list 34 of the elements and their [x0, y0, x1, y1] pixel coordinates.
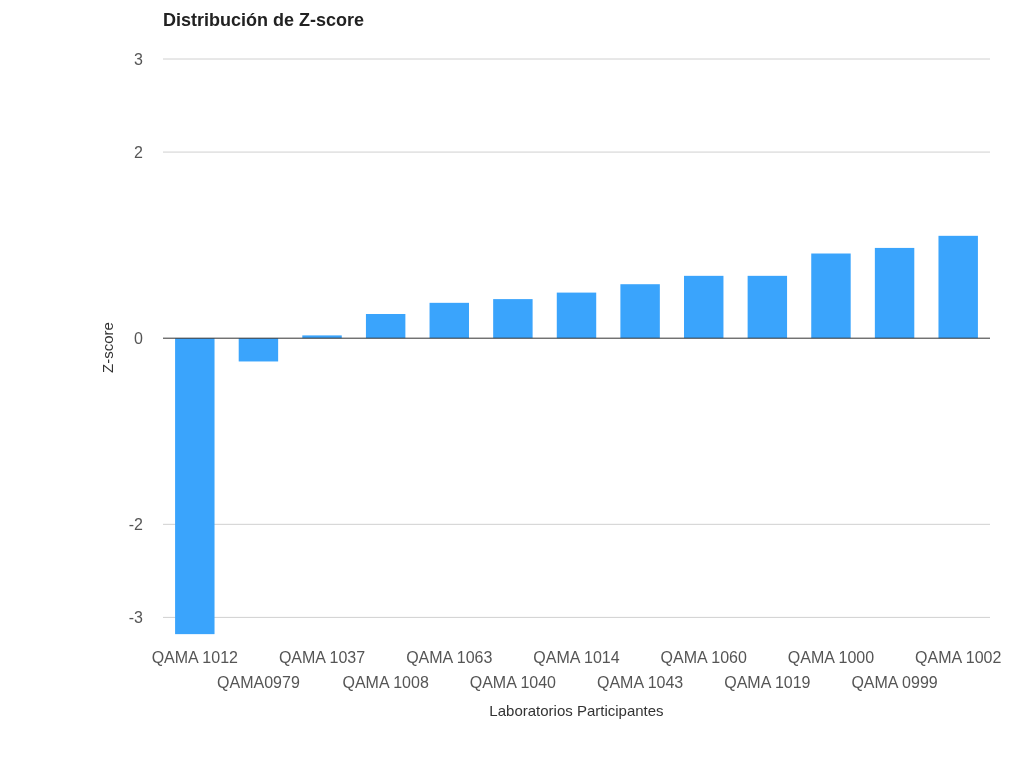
bar [365, 314, 406, 339]
x-tick-label: QAMA 1037 [278, 649, 366, 666]
x-tick-label: QAMA 1002 [915, 649, 1002, 666]
x-tick-label: QAMA 1019 [724, 674, 811, 691]
y-tick-label: 2 [134, 143, 144, 161]
bar [874, 247, 915, 339]
y-tick-label: 0 [134, 329, 144, 347]
x-tick-label: QAMA 1000 [787, 649, 875, 666]
chart-title: Distribución de Z-score [163, 10, 365, 30]
x-tick-label: QAMA 1040 [469, 674, 557, 691]
bar [938, 235, 978, 339]
bar [238, 338, 279, 362]
x-axis-title: Laboratorios Participantes [489, 702, 664, 719]
y-axis-title: Z-score [99, 322, 116, 373]
x-tick-label: QAMA 1012 [151, 649, 239, 666]
x-tick-label: QAMA0979 [217, 674, 300, 691]
x-tick-label: QAMA 1060 [660, 649, 747, 666]
bar [556, 292, 597, 339]
bar [175, 338, 215, 635]
bar [811, 253, 851, 339]
y-tick-label: -2 [128, 515, 144, 533]
x-tick-label: QAMA 1043 [596, 674, 684, 691]
x-tick-label: QAMA 1014 [533, 649, 620, 666]
bar [620, 284, 660, 339]
bar [747, 275, 788, 339]
x-tick-label: QAMA 0999 [851, 674, 938, 691]
x-tick-label: QAMA 1063 [406, 649, 493, 666]
bar [684, 275, 724, 339]
x-tick-label: QAMA 1008 [342, 674, 429, 691]
y-tick-label: 3 [134, 50, 144, 68]
bar [302, 335, 342, 339]
bar [493, 299, 533, 339]
bar [429, 302, 469, 339]
y-tick-label: -3 [128, 608, 144, 626]
